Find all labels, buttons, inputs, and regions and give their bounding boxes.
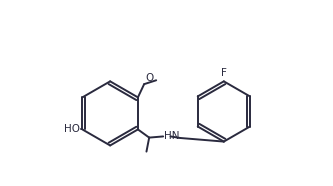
Text: HN: HN	[164, 131, 179, 141]
Text: O: O	[145, 73, 153, 83]
Text: F: F	[221, 68, 227, 78]
Text: HO: HO	[64, 124, 80, 134]
